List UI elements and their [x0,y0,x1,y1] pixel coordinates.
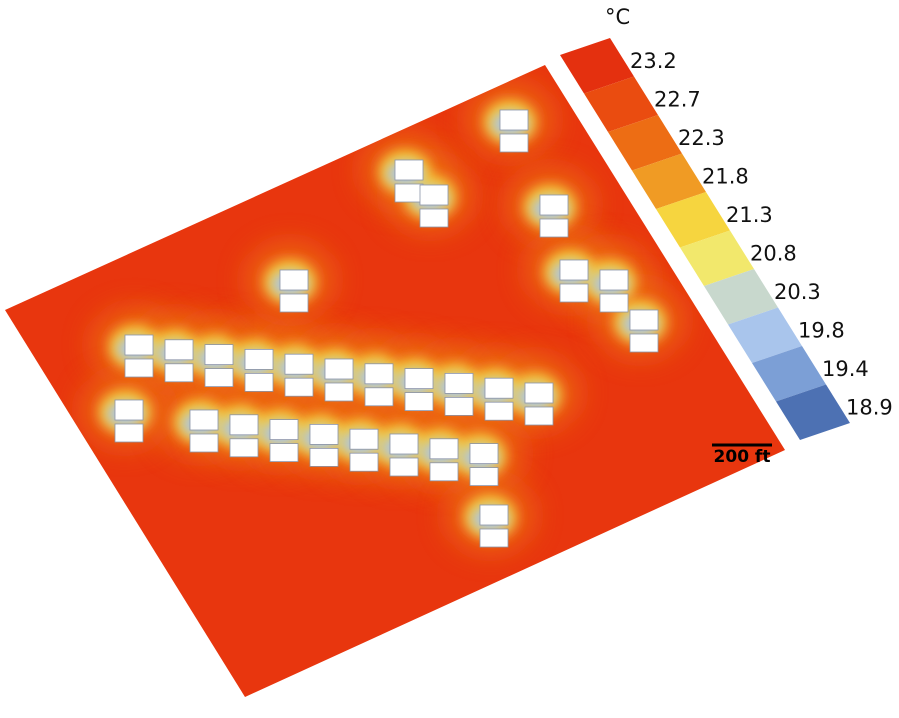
building [499,133,529,153]
legend-swatch [632,153,706,209]
building [484,401,514,421]
building [164,339,194,361]
building [419,184,449,206]
building [419,208,449,228]
building [389,433,419,455]
building [284,353,314,375]
legend: 23.2 22.7 22.3 21.8 21.3 20.8 20.3 19.8 19.4 18.9 [560,38,893,440]
building [229,414,259,436]
building [284,377,314,397]
legend-swatch [608,115,682,171]
building [189,409,219,431]
building [124,358,154,378]
legend-label: 23.2 [630,49,677,73]
legend-swatch [704,269,778,325]
legend-label: 19.8 [798,319,845,343]
building [244,348,274,370]
legend-label: 18.9 [846,396,893,420]
building [599,269,629,291]
legend-swatch [776,384,850,440]
scale-bar-label: 200 ft [714,447,771,467]
legend-unit: °C [605,5,630,29]
building [189,433,219,453]
building [599,293,629,313]
legend-label: 21.8 [702,165,749,189]
legend-swatch [752,346,826,402]
building [124,334,154,356]
building [204,344,234,366]
building [469,443,499,465]
building [484,377,514,399]
building [394,183,424,203]
map-detail [80,82,685,553]
building [349,452,379,472]
building [524,406,554,426]
building [479,504,509,526]
legend-swatch [680,230,754,286]
building [429,438,459,460]
legend-label: 22.3 [678,126,725,150]
building [499,109,529,131]
building [559,283,589,303]
building [629,309,659,331]
building [164,363,194,383]
legend-swatch [656,192,730,248]
building [279,269,309,291]
building [559,259,589,281]
building [444,396,474,416]
building [349,428,379,450]
building [114,399,144,421]
building [539,218,569,238]
building [204,368,234,388]
building [364,363,394,385]
legend-label: 20.8 [750,242,797,266]
building [444,372,474,394]
building [324,382,354,402]
legend-label: 22.7 [654,88,701,112]
building [524,382,554,404]
building [429,462,459,482]
legend-label: 19.4 [822,357,869,381]
legend-swatch [584,76,658,132]
building [229,438,259,458]
building [469,467,499,487]
building [629,333,659,353]
building [404,392,434,412]
building [389,457,419,477]
legend-label: 21.3 [726,203,773,227]
building [324,358,354,380]
legend-swatch [560,38,634,94]
building [244,372,274,392]
building [394,159,424,181]
building [309,447,339,467]
legend-label: 20.3 [774,280,821,304]
building [479,528,509,548]
building [539,194,569,216]
building [114,423,144,443]
building [404,368,434,390]
building [269,419,299,441]
building [269,443,299,463]
building [279,293,309,313]
building [309,423,339,445]
legend-swatch [728,307,802,363]
building [364,387,394,407]
